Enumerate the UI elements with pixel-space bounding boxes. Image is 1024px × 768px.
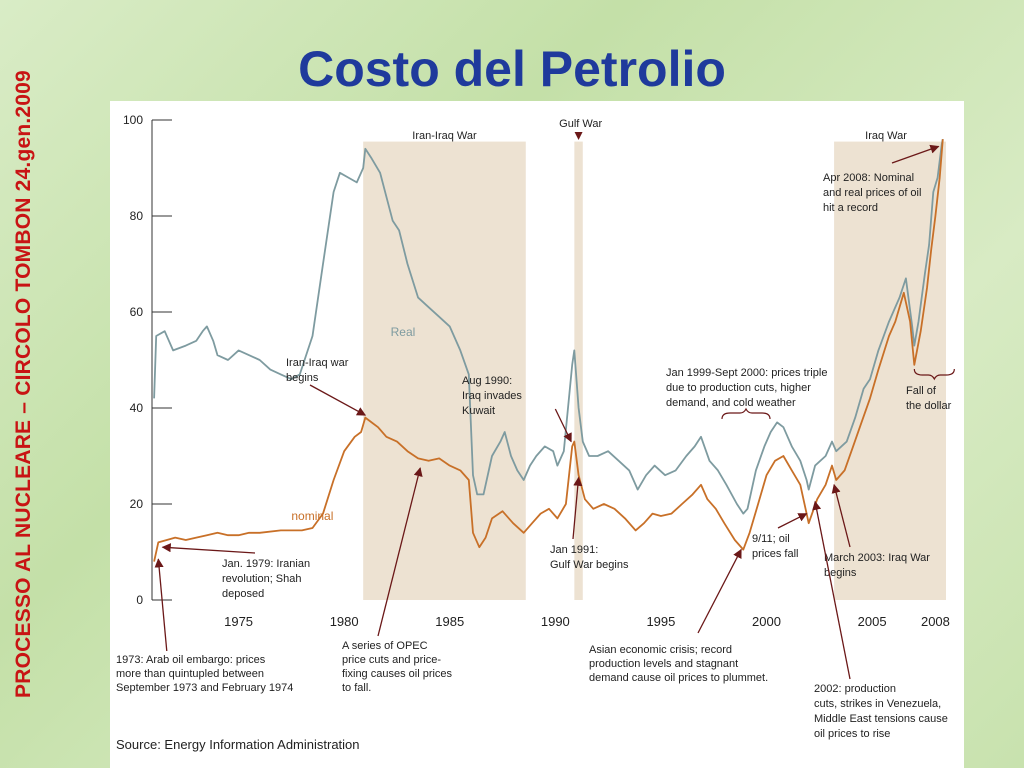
shade-label-iraq-war: Iraq War (865, 130, 907, 142)
chart-panel: Iran-Iraq War Gulf War Iraq War 0 20 40 60 80 10… (110, 101, 964, 768)
annotation-911-line-2: prices fall (752, 548, 798, 560)
annotation-record-price-line-2: and real prices of oil (823, 187, 921, 199)
shade-label-iran-iraq-war: Iran-Iraq War (412, 130, 477, 142)
annotation-iran-iraq-war-begins-line-2: begins (286, 372, 319, 384)
annotation-iraq-invades-kuwait-line-2: Iraq invades (462, 390, 522, 402)
annotation-record-price-line-1: Apr 2008: Nominal (823, 172, 914, 184)
side-label-container: PROCESSO AL NUCLEARE – CIRCOLO TOMBON 24… (0, 0, 48, 768)
shaded-period-1 (363, 141, 526, 600)
annotation-prices-triple-line-2: due to production cuts, higher (666, 382, 811, 394)
annotation-opec-price-cuts-line-2: price cuts and price- (342, 654, 441, 666)
arrow-iranian-revolution (161, 543, 256, 554)
annotation-asian-crisis-line-2: production levels and stagnant (589, 658, 738, 670)
side-label: PROCESSO AL NUCLEARE – CIRCOLO TOMBON 24… (12, 70, 35, 698)
x-tick-label-1980: 1980 (330, 614, 359, 629)
annotation-fall-of-dollar-line-1: Fall of (906, 385, 937, 397)
annotation-production-cuts-line-1: 2002: production (814, 683, 896, 695)
annotation-iraq-war-begins-line-2: begins (824, 567, 857, 579)
annotation-arab-embargo-line-1: 1973: Arab oil embargo: prices (116, 654, 266, 666)
x-tick-label-1995: 1995 (646, 614, 675, 629)
arrow-opec-price-cuts (377, 467, 423, 637)
annotation-fall-of-dollar-line-2: the dollar (906, 400, 952, 412)
arrow-911 (777, 513, 808, 529)
annotation-iran-iraq-war-begins-line-1: Iran-Iraq war (286, 357, 349, 369)
annotation-prices-triple-line-1: Jan 1999-Sept 2000: prices triple (666, 367, 827, 379)
brace-prices-triple (721, 407, 771, 420)
arrow-iraq-war-begins (831, 483, 851, 548)
arrow-asian-crisis (697, 548, 742, 634)
x-tick-label-2005: 2005 (858, 614, 887, 629)
annotation-production-cuts-line-2: cuts, strikes in Venezuela, (814, 698, 941, 710)
annotation-asian-crisis-line-1: Asian economic crisis; record (589, 644, 732, 656)
x-tick-label-1975: 1975 (224, 614, 253, 629)
y-tick-label-0: 0 (136, 593, 143, 607)
y-tick-label-100: 100 (123, 113, 143, 127)
shade-label-gulf-war: Gulf War (559, 118, 602, 130)
annotation-prices-triple-line-3: demand, and cold weather (666, 397, 796, 409)
annotation-asian-crisis-line-3: demand cause oil prices to plummet. (589, 672, 768, 684)
annotation-opec-price-cuts-line-3: fixing causes oil prices (342, 668, 453, 680)
arrow-iran-iraq-war-begins (309, 384, 367, 416)
arrow-arab-embargo (154, 558, 168, 652)
annotation-opec-price-cuts-line-4: to fall. (342, 682, 371, 694)
arrow-production-cuts (812, 500, 851, 680)
annotation-production-cuts-line-4: oil prices to rise (814, 728, 890, 740)
series-line-real (153, 139, 944, 515)
y-tick-label-40: 40 (130, 401, 144, 415)
x-tick-label-2008: 2008 (921, 614, 950, 629)
annotation-production-cuts-line-3: Middle East tensions cause (814, 713, 948, 725)
oil-price-chart: Iran-Iraq War Gulf War Iraq War 0 20 40 60 80 10… (116, 113, 955, 752)
annotation-iraq-invades-kuwait-line-3: Kuwait (462, 405, 495, 417)
arrow-gulf-war-begins (572, 476, 583, 540)
annotation-iranian-revolution-line-1: Jan. 1979: Iranian (222, 558, 310, 570)
annotation-iranian-revolution-line-2: revolution; Shah (222, 573, 302, 585)
shaded-period-3 (834, 141, 946, 600)
slide-title: Costo del Petrolio (298, 41, 726, 97)
annotation-arab-embargo-line-3: September 1973 and February 1974 (116, 682, 293, 694)
y-tick-label-60: 60 (130, 305, 144, 319)
annotation-iraq-invades-kuwait-line-1: Aug 1990: (462, 375, 512, 387)
series-line-nominal (153, 139, 944, 562)
x-tick-label-2000: 2000 (752, 614, 781, 629)
arrow-record-price (891, 144, 940, 164)
series-label-real: Real (391, 325, 416, 339)
arrow-iraq-invades-kuwait (554, 408, 572, 443)
gulf-war-marker (574, 132, 583, 140)
annotation-arab-embargo-line-2: more than quintupled between (116, 668, 264, 680)
brace-fall-of-dollar (913, 368, 955, 381)
annotation-record-price-line-3: hit a record (823, 202, 878, 214)
annotation-911-line-1: 9/11; oil (752, 533, 790, 545)
chart-source: Source: Energy Information Administratio… (116, 737, 360, 752)
x-tick-label-1985: 1985 (435, 614, 464, 629)
annotation-gulf-war-begins-line-1: Jan 1991: (550, 544, 598, 556)
annotation-opec-price-cuts-line-1: A series of OPEC (342, 640, 428, 652)
shaded-period-2 (574, 141, 583, 600)
y-tick-label-80: 80 (130, 209, 144, 223)
y-tick-label-20: 20 (130, 497, 144, 511)
annotation-iraq-war-begins-line-1: March 2003: Iraq War (824, 552, 930, 564)
annotation-gulf-war-begins-line-2: Gulf War begins (550, 559, 629, 571)
x-tick-label-1990: 1990 (541, 614, 570, 629)
series-label-nominal: nominal (291, 509, 333, 523)
annotation-iranian-revolution-line-3: deposed (222, 588, 264, 600)
